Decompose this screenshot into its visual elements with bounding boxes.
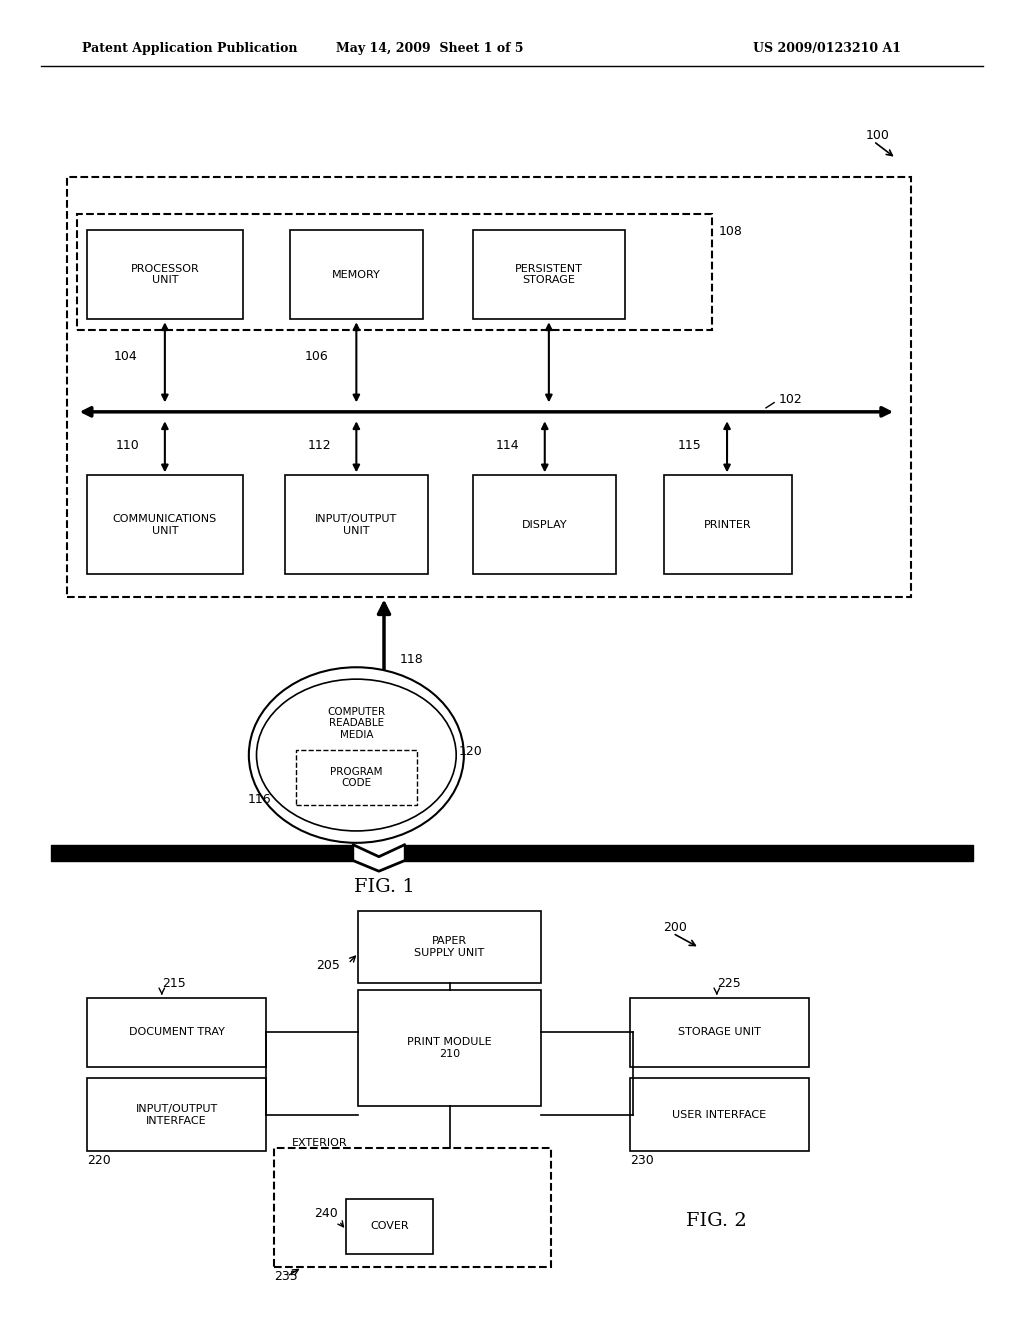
FancyBboxPatch shape bbox=[87, 1078, 266, 1151]
Text: 110: 110 bbox=[116, 438, 139, 451]
FancyBboxPatch shape bbox=[290, 230, 423, 319]
Text: 115: 115 bbox=[678, 438, 701, 451]
Ellipse shape bbox=[256, 678, 457, 832]
Text: PRINTER: PRINTER bbox=[703, 520, 752, 529]
Text: PROGRAM
CODE: PROGRAM CODE bbox=[330, 767, 383, 788]
Text: 200: 200 bbox=[664, 920, 687, 933]
Text: PAPER
SUPPLY UNIT: PAPER SUPPLY UNIT bbox=[415, 936, 484, 958]
Text: 235: 235 bbox=[274, 1270, 298, 1283]
Text: 118: 118 bbox=[399, 652, 423, 665]
FancyBboxPatch shape bbox=[358, 990, 541, 1106]
Text: 230: 230 bbox=[630, 1154, 653, 1167]
FancyBboxPatch shape bbox=[630, 1078, 809, 1151]
Text: 215: 215 bbox=[162, 977, 185, 990]
FancyBboxPatch shape bbox=[285, 475, 428, 574]
Text: Patent Application Publication: Patent Application Publication bbox=[82, 42, 297, 55]
Text: 225: 225 bbox=[717, 977, 740, 990]
Text: 108: 108 bbox=[719, 224, 742, 238]
FancyBboxPatch shape bbox=[87, 475, 243, 574]
Text: 106: 106 bbox=[305, 350, 329, 363]
Text: PROCESSOR
UNIT: PROCESSOR UNIT bbox=[130, 264, 200, 285]
Text: 114: 114 bbox=[496, 438, 519, 451]
FancyBboxPatch shape bbox=[473, 230, 625, 319]
Text: 240: 240 bbox=[314, 1206, 338, 1220]
Text: INPUT/OUTPUT
INTERFACE: INPUT/OUTPUT INTERFACE bbox=[135, 1104, 218, 1126]
Text: USER INTERFACE: USER INTERFACE bbox=[673, 1110, 766, 1119]
Text: 220: 220 bbox=[87, 1154, 111, 1167]
Text: FIG. 2: FIG. 2 bbox=[686, 1212, 748, 1230]
Text: DOCUMENT TRAY: DOCUMENT TRAY bbox=[129, 1027, 224, 1038]
Text: DISPLAY: DISPLAY bbox=[522, 520, 567, 529]
Text: US 2009/0123210 A1: US 2009/0123210 A1 bbox=[753, 42, 901, 55]
Text: COVER: COVER bbox=[371, 1221, 409, 1232]
Text: COMPUTER
READABLE
MEDIA: COMPUTER READABLE MEDIA bbox=[328, 706, 385, 741]
Text: 120: 120 bbox=[459, 744, 482, 758]
Text: 104: 104 bbox=[114, 350, 137, 363]
FancyBboxPatch shape bbox=[630, 998, 809, 1067]
Text: STORAGE UNIT: STORAGE UNIT bbox=[678, 1027, 761, 1038]
Text: FIG. 1: FIG. 1 bbox=[353, 878, 415, 896]
Text: INPUT/OUTPUT
UNIT: INPUT/OUTPUT UNIT bbox=[315, 513, 397, 536]
Text: May 14, 2009  Sheet 1 of 5: May 14, 2009 Sheet 1 of 5 bbox=[336, 42, 524, 55]
Text: 102: 102 bbox=[778, 392, 802, 405]
Text: 112: 112 bbox=[307, 438, 331, 451]
Text: EXTERIOR: EXTERIOR bbox=[292, 1138, 347, 1148]
Text: PERSISTENT
STORAGE: PERSISTENT STORAGE bbox=[515, 264, 583, 285]
Text: 116: 116 bbox=[248, 792, 271, 805]
FancyBboxPatch shape bbox=[87, 230, 243, 319]
FancyBboxPatch shape bbox=[358, 911, 541, 983]
Text: 205: 205 bbox=[316, 958, 340, 972]
Ellipse shape bbox=[249, 668, 464, 842]
FancyBboxPatch shape bbox=[87, 998, 266, 1067]
Text: PRINT MODULE
210: PRINT MODULE 210 bbox=[408, 1038, 492, 1059]
Text: COMMUNICATIONS
UNIT: COMMUNICATIONS UNIT bbox=[113, 513, 217, 536]
FancyBboxPatch shape bbox=[664, 475, 792, 574]
FancyBboxPatch shape bbox=[473, 475, 616, 574]
Text: 100: 100 bbox=[865, 128, 889, 141]
FancyBboxPatch shape bbox=[296, 750, 417, 805]
FancyBboxPatch shape bbox=[346, 1199, 433, 1254]
Text: MEMORY: MEMORY bbox=[332, 269, 381, 280]
